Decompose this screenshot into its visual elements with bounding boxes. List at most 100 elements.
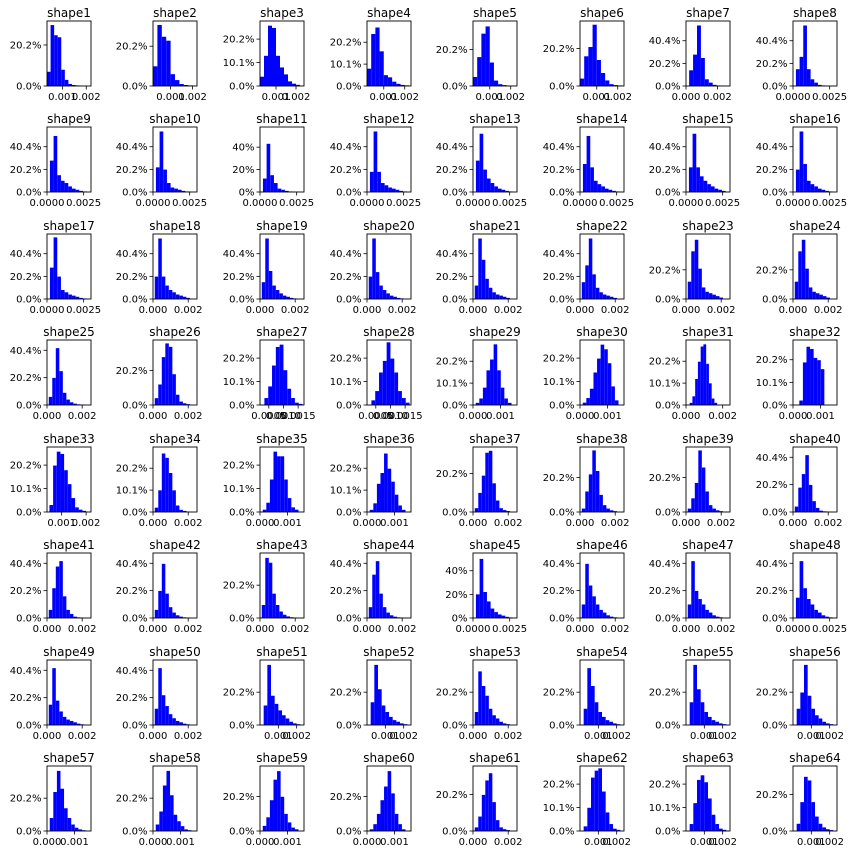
axes-frame [46, 659, 92, 726]
y-tick-label: 0.0% [655, 82, 680, 93]
histogram-bar [163, 169, 167, 192]
histogram-bar [383, 75, 388, 86]
histogram-bar [396, 297, 401, 299]
axes-frame [472, 446, 518, 513]
x-tick-label: 0.0000 [563, 198, 598, 209]
subplot-shape64: shape64 0.0% 20.2% 0.0010.002 [756, 751, 844, 848]
histogram-bar [53, 792, 57, 831]
x-tick-label: 0.002 [281, 624, 310, 635]
subplot-title: shape56 [789, 645, 840, 659]
x-tick-label: 0.0025 [599, 198, 634, 209]
subplot-title: shape29 [469, 325, 520, 339]
y-tick-label: 40.4% [649, 142, 681, 153]
histogram-bar [804, 776, 808, 831]
subplot-shape10: shape10 0.0% 20.2% 40.4% 0.0000 0.0025 [116, 112, 207, 209]
histogram-bar [811, 802, 815, 831]
axes-frame [579, 233, 625, 300]
histogram-bar [161, 276, 166, 299]
histogram-bar [489, 62, 494, 86]
y-tick-label: 20.2% [330, 165, 362, 176]
histogram-bar [74, 827, 79, 831]
y-tick-label: 20.2% [10, 165, 42, 176]
y-tick-label: 20.2% [10, 40, 42, 51]
histogram-bar [591, 777, 595, 831]
axes-frame [792, 446, 838, 513]
x-tick-label: 0.002 [68, 624, 97, 635]
y-tick-label: 0.0% [16, 827, 41, 838]
histogram-bar [370, 702, 375, 725]
histogram-bar [53, 465, 57, 512]
histogram-bar [482, 387, 487, 405]
histogram-bar [161, 695, 166, 725]
subplot-shape23: shape23 0.0% 20.2% 0.000 0.002 [649, 219, 736, 316]
histogram-bar [488, 708, 493, 725]
histogram-bar [283, 370, 288, 405]
histogram-bar [711, 398, 715, 405]
subplot-shape11: shape11 0% 20% 40% 0.0000 0.0025 [232, 112, 314, 209]
subplot-shape33: shape33 0.0% 10.1% 20.2% 0.0010.002 [10, 432, 101, 529]
subplot-title: shape22 [576, 219, 627, 233]
x-tick-label: 0.002 [601, 518, 630, 529]
histogram-bar [54, 35, 58, 86]
histogram-bar [71, 498, 76, 512]
histogram-bar [481, 259, 486, 299]
y-tick-label: 0.0% [229, 295, 254, 306]
y-tick-label: 0.0% [16, 401, 41, 412]
histogram-bar [600, 344, 605, 405]
y-tick-label: 20.2% [649, 357, 681, 368]
histogram-bar [483, 592, 487, 618]
histogram-bar [286, 296, 290, 299]
y-tick-label: 0.0% [762, 508, 787, 519]
y-tick-label: 20.2% [10, 272, 42, 283]
histogram-bar [810, 184, 815, 192]
histogram-bar [608, 189, 613, 192]
histogram-bar [474, 712, 479, 725]
axes-frame [579, 339, 625, 406]
subplot-shape40: shape40 0.0% 20.2% 40.4% 0.000 0.002 [756, 432, 843, 529]
histogram-bar [474, 827, 479, 831]
histogram-bar [810, 604, 815, 618]
x-tick-label: 0.002 [707, 305, 736, 316]
histogram-bar [168, 346, 173, 405]
histogram-bar [829, 830, 834, 831]
axes-frame [792, 765, 838, 832]
histogram-bar [59, 371, 63, 405]
subplot-title: shape5 [473, 6, 517, 20]
histogram-bar [264, 398, 269, 405]
subplot-title: shape33 [43, 432, 94, 446]
histogram-bar [154, 708, 159, 725]
histogram-bar [703, 344, 707, 405]
histogram-bar [378, 689, 382, 725]
histogram-bar [291, 507, 295, 512]
subplot-shape50: shape50 0.0% 20.2% 40.4% 0.000 0.002 [116, 645, 203, 742]
histogram-bar [272, 365, 276, 405]
y-tick-label: 0.0% [762, 614, 787, 625]
subplot-shape3: shape3 0.0% 10.1% 20.2% 0.0010.002 [223, 6, 311, 103]
histogram-bar [693, 54, 697, 86]
histogram-bar [817, 612, 822, 618]
histogram-bar [705, 609, 709, 619]
histogram-bar [175, 80, 180, 86]
y-tick-label: 40.4% [116, 142, 148, 153]
histogram-bar [158, 590, 162, 618]
histogram-bar [281, 189, 285, 192]
histogram-bar [495, 718, 500, 725]
y-tick-label: 20.2% [10, 794, 42, 805]
x-tick-label: 0.002 [602, 837, 631, 848]
histogram-bar [388, 187, 392, 192]
subplot-shape51: shape51 0.0% 20.2% 0.0010.002 [223, 645, 311, 742]
subplot-shape16: shape16 0.0% 20.2% 40.4% 0.0000 0.0025 [756, 112, 847, 209]
histogram-bar [385, 712, 389, 725]
histogram-bar [502, 510, 507, 512]
y-tick-label: 20.2% [330, 464, 362, 475]
subplot-title: shape19 [256, 219, 307, 233]
histogram-bar [289, 721, 293, 725]
histogram-bar [368, 607, 373, 618]
y-tick-label: 0.0% [16, 508, 41, 519]
y-tick-label: 20.2% [756, 790, 788, 801]
axes-frame [579, 126, 625, 193]
x-tick-label: 0.002 [174, 518, 203, 529]
histogram-bar [67, 484, 72, 512]
histogram-bar [687, 281, 692, 299]
histogram-bar [172, 292, 176, 299]
